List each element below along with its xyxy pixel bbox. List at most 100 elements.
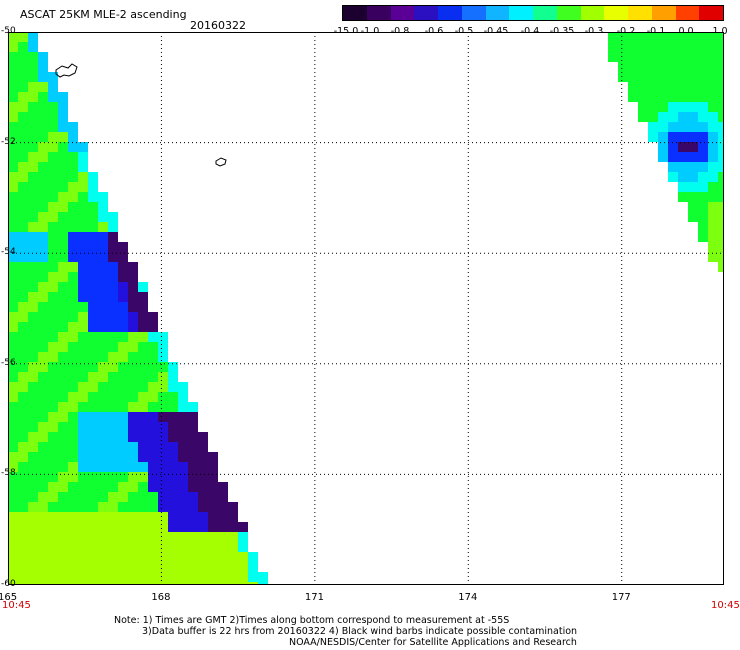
- swath-cell: [698, 32, 708, 42]
- swath-cell: [128, 392, 138, 402]
- swath-cell: [78, 392, 88, 402]
- swath-cell: [618, 52, 628, 62]
- color-scale-swatch: [390, 6, 415, 20]
- swath-cell: [128, 482, 138, 492]
- swath-cell: [128, 342, 138, 352]
- swath-cell: [38, 52, 48, 62]
- swath-cell: [118, 322, 128, 332]
- swath-cell: [688, 32, 698, 42]
- swath-cell: [98, 232, 108, 242]
- swath-cell: [18, 322, 28, 332]
- swath-cell: [228, 522, 238, 532]
- swath-cell: [58, 492, 68, 502]
- swath-cell: [708, 32, 718, 42]
- swath-cell: [68, 342, 78, 352]
- color-scale-tick-label: -0.35: [549, 26, 575, 37]
- swath-cell: [48, 402, 58, 412]
- color-scale-tick-label: -0.8: [390, 26, 410, 37]
- swath-cell: [108, 342, 118, 352]
- swath-cell: [48, 262, 58, 272]
- swath-cell: [28, 312, 38, 322]
- swath-cell: [128, 562, 138, 572]
- swath-cell: [108, 562, 118, 572]
- swath-cell: [98, 512, 108, 522]
- swath-cell: [68, 502, 78, 512]
- swath-cell: [28, 202, 38, 212]
- swath-cell: [158, 462, 168, 472]
- swath-cell: [38, 82, 48, 92]
- swath-cell: [688, 132, 698, 142]
- swath-cell: [158, 412, 168, 422]
- swath-cell: [168, 532, 178, 542]
- swath-cell: [68, 262, 78, 272]
- swath-cell: [18, 582, 28, 585]
- swath-cell: [38, 312, 48, 322]
- swath-cell: [58, 362, 68, 372]
- swath-cell: [28, 82, 38, 92]
- swath-cell: [138, 512, 148, 522]
- swath-cell: [648, 72, 658, 82]
- swath-cell: [18, 332, 28, 342]
- swath-cell: [58, 112, 68, 122]
- swath-cell: [48, 162, 58, 172]
- swath-cell: [48, 462, 58, 472]
- swath-cell: [108, 252, 118, 262]
- swath-cell: [148, 462, 158, 472]
- swath-cell: [188, 422, 198, 432]
- swath-cell: [148, 422, 158, 432]
- swath-cell: [108, 452, 118, 462]
- swath-cell: [108, 422, 118, 432]
- swath-cell: [78, 412, 88, 422]
- swath-cell: [68, 442, 78, 452]
- swath-cell: [178, 452, 188, 462]
- swath-cell: [228, 532, 238, 542]
- swath-cell: [48, 242, 58, 252]
- swath-cell: [108, 442, 118, 452]
- swath-cell: [698, 232, 708, 242]
- swath-cell: [18, 132, 28, 142]
- latitude-label: -60: [1, 579, 16, 589]
- swath-cell: [178, 412, 188, 422]
- swath-cell: [138, 442, 148, 452]
- swath-cell: [218, 492, 228, 502]
- swath-cell: [68, 432, 78, 442]
- swath-cell: [88, 232, 98, 242]
- swath-cell: [88, 412, 98, 422]
- swath-cell: [198, 462, 208, 472]
- swath-cell: [58, 382, 68, 392]
- swath-cell: [78, 512, 88, 522]
- swath-cell: [708, 172, 718, 182]
- swath-cell: [28, 132, 38, 142]
- swath-cell: [38, 182, 48, 192]
- swath-cell: [208, 542, 218, 552]
- swath-cell: [8, 182, 18, 192]
- map-date: 20160322: [190, 19, 246, 32]
- color-scale-swatch: [628, 6, 652, 20]
- swath-cell: [188, 582, 198, 585]
- swath-cell: [28, 542, 38, 552]
- swath-cell: [68, 412, 78, 422]
- swath-cell: [118, 482, 128, 492]
- swath-cell: [248, 562, 258, 572]
- swath-cell: [128, 412, 138, 422]
- swath-cell: [218, 552, 228, 562]
- color-scale-tick-label: -0.45: [483, 26, 509, 37]
- swath-cell: [48, 132, 58, 142]
- swath-cell: [128, 322, 138, 332]
- swath-cell: [68, 222, 78, 232]
- lat-lon-grid: [8, 32, 724, 585]
- swath-cell: [88, 402, 98, 412]
- swath-cell: [188, 482, 198, 492]
- swath-cell: [48, 482, 58, 492]
- swath-cell: [138, 582, 148, 585]
- swath-cell: [8, 552, 18, 562]
- swath-cell: [118, 292, 128, 302]
- longitude-label: 177: [611, 592, 631, 603]
- swath-cell: [58, 132, 68, 142]
- swath-cell: [98, 262, 108, 272]
- color-scale-tick-label: -1.0: [360, 26, 380, 37]
- swath-cell: [218, 512, 228, 522]
- swath-cell: [188, 412, 198, 422]
- swath-cell: [38, 302, 48, 312]
- swath-cell: [78, 312, 88, 322]
